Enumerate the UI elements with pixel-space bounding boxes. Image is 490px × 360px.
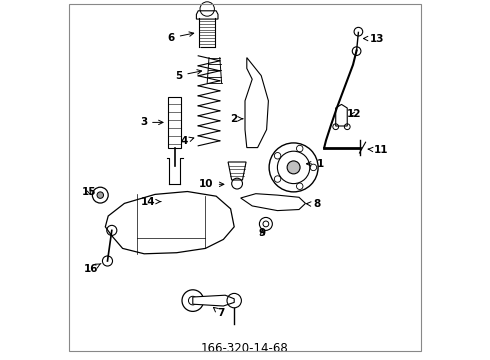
- Text: 4: 4: [180, 136, 194, 146]
- Text: 3: 3: [140, 117, 163, 127]
- Text: 16: 16: [84, 264, 101, 274]
- Polygon shape: [245, 58, 269, 148]
- Polygon shape: [228, 162, 246, 180]
- Text: 1: 1: [306, 159, 324, 169]
- Text: 5: 5: [175, 70, 201, 81]
- Text: 10: 10: [199, 179, 224, 189]
- Polygon shape: [193, 295, 234, 306]
- Text: 7: 7: [214, 307, 224, 318]
- Text: 11: 11: [368, 145, 389, 155]
- Text: 6: 6: [168, 32, 194, 43]
- Text: 8: 8: [306, 199, 320, 210]
- Text: 13: 13: [364, 33, 385, 44]
- Polygon shape: [196, 11, 218, 19]
- Text: 12: 12: [346, 109, 361, 120]
- Text: 9: 9: [259, 228, 266, 238]
- Polygon shape: [336, 104, 347, 126]
- Polygon shape: [105, 192, 234, 254]
- Circle shape: [287, 161, 300, 174]
- Text: 14: 14: [141, 197, 161, 207]
- Bar: [169, 97, 181, 148]
- Text: 15: 15: [82, 186, 97, 197]
- Circle shape: [97, 192, 103, 198]
- Text: 2: 2: [230, 114, 243, 124]
- Text: 166-320-14-68: 166-320-14-68: [201, 342, 289, 355]
- Polygon shape: [241, 194, 305, 211]
